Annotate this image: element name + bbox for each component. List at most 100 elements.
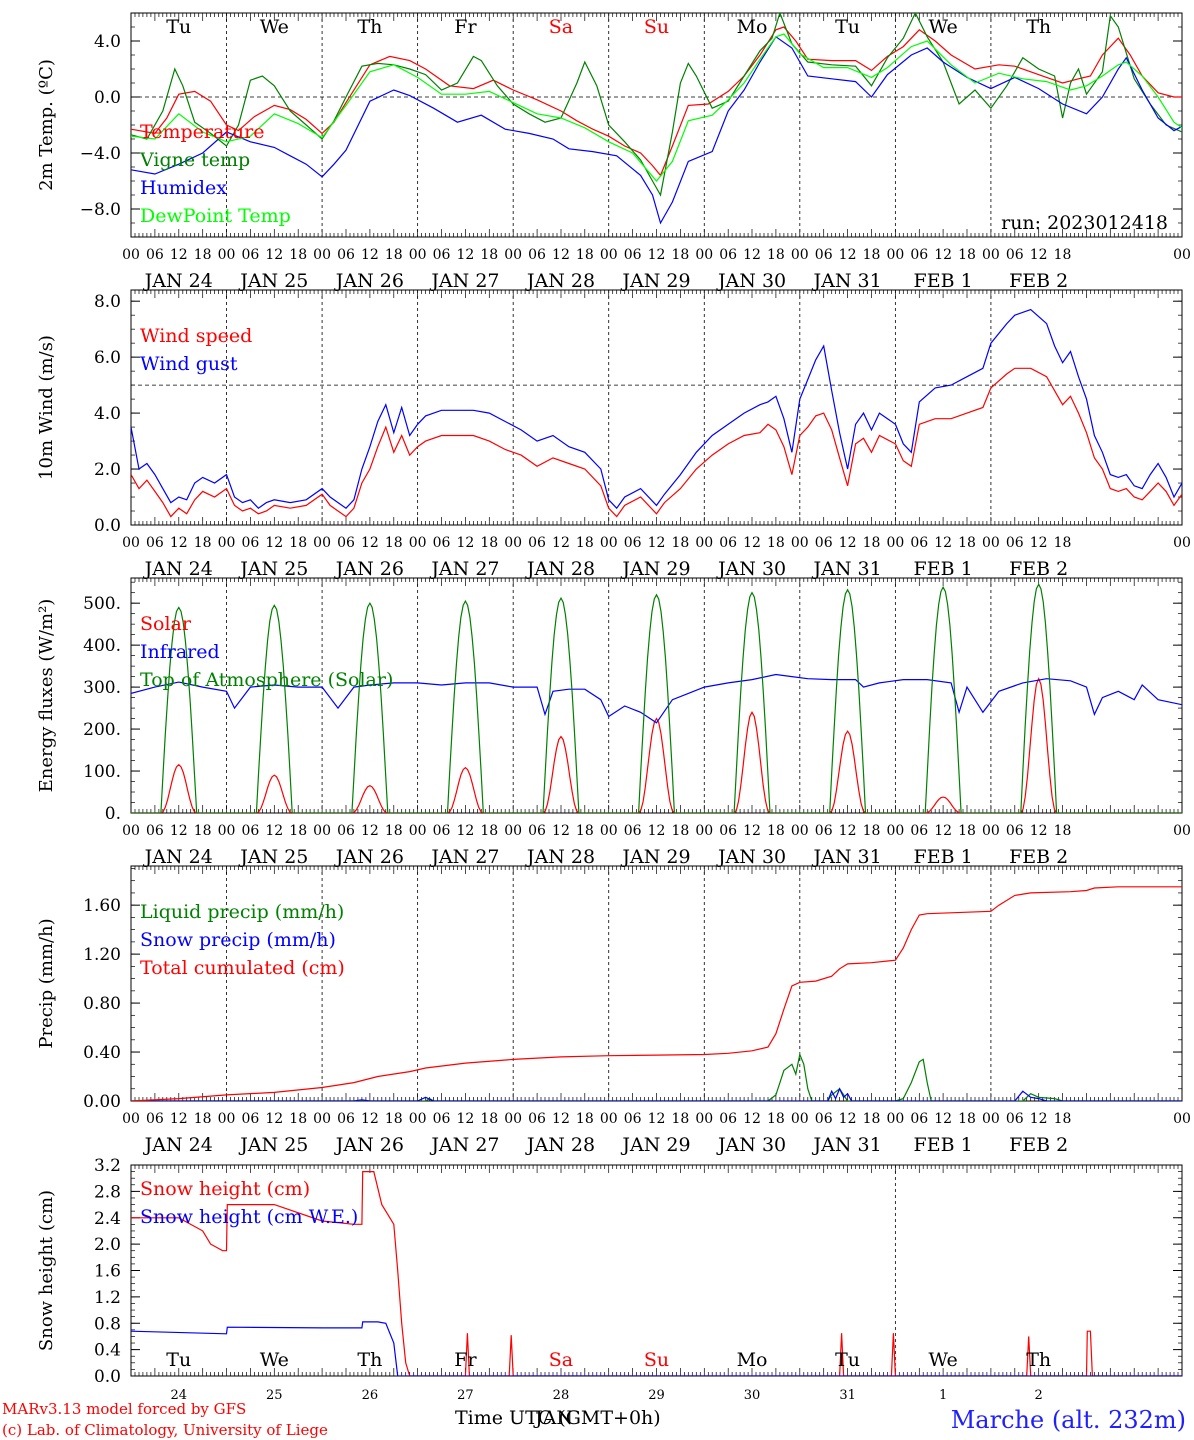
hour-tick-label: 06 — [1006, 823, 1024, 839]
hour-tick-label: 00 — [1173, 1111, 1191, 1127]
legend-entry: Wind speed — [140, 325, 252, 347]
date-label: JAN 29 — [620, 1134, 690, 1156]
y-tick-label: 2.4 — [94, 1209, 121, 1229]
hour-tick-label: 00 — [409, 1111, 427, 1127]
hour-tick-label: 00 — [791, 535, 809, 551]
legend-entry: Solar — [140, 613, 192, 635]
hour-tick-label: 18 — [671, 535, 689, 551]
hour-tick-label: 06 — [146, 1111, 164, 1127]
hour-tick-label: 18 — [1054, 823, 1072, 839]
weekday-label: Fr — [454, 16, 477, 38]
weekday-label: Tu — [166, 16, 191, 38]
date-label: JAN 28 — [525, 270, 595, 292]
day-number-label: 28 — [553, 1388, 570, 1403]
hour-tick-label: 12 — [456, 823, 474, 839]
hour-tick-label: 06 — [146, 535, 164, 551]
date-label: JAN 28 — [525, 846, 595, 868]
hour-tick-label: 00 — [409, 823, 427, 839]
date-label: JAN 25 — [238, 558, 308, 580]
hour-tick-label: 06 — [433, 535, 451, 551]
hour-tick-label: 00 — [791, 247, 809, 263]
y-tick-label: 0.00 — [83, 1092, 121, 1112]
y-tick-label: 300. — [83, 678, 121, 698]
date-label: JAN 28 — [525, 558, 595, 580]
y-tick-label: 1.60 — [83, 896, 121, 916]
hour-tick-label: 12 — [648, 1111, 666, 1127]
hour-tick-label: 00 — [982, 535, 1000, 551]
y-tick-label: 100. — [83, 762, 121, 782]
hour-tick-label: 06 — [528, 535, 546, 551]
date-label: JAN 27 — [429, 558, 499, 580]
day-number-label: 26 — [362, 1388, 379, 1403]
hour-tick-label: 00 — [122, 535, 140, 551]
hour-tick-label: 00 — [791, 823, 809, 839]
hour-tick-label: 06 — [719, 535, 737, 551]
panel-wind: 8.0 6.0 4.0 2.0 0.0 10m Wind (m/s) Wind speed W… — [36, 289, 1191, 580]
hour-tick-label: 12 — [743, 535, 761, 551]
hour-tick-label: 00 — [218, 247, 236, 263]
series-total-cumulated-cm- — [131, 886, 1182, 1101]
date-label: JAN 24 — [143, 846, 213, 868]
hour-tick-label: 00 — [122, 247, 140, 263]
hour-tick-label: 12 — [265, 247, 283, 263]
hour-tick-label: 12 — [1030, 1111, 1048, 1127]
legend-entry: Total cumulated (cm) — [140, 957, 345, 979]
date-label: JAN 24 — [143, 558, 213, 580]
date-label: JAN 31 — [811, 1134, 881, 1156]
date-label: JAN 25 — [238, 846, 308, 868]
panel-precip: 1.60 1.20 0.80 0.40 0.00 Precip (mm/h) Liquid … — [36, 865, 1191, 1156]
legend-entry: Liquid precip (mm/h) — [140, 901, 344, 923]
hour-tick-label: 12 — [361, 535, 379, 551]
hour-tick-label: 18 — [958, 247, 976, 263]
y-tick-label: 0.40 — [83, 1043, 121, 1063]
hour-tick-label: 00 — [218, 535, 236, 551]
date-label: JAN 29 — [620, 846, 690, 868]
hour-tick-label: 06 — [337, 247, 355, 263]
date-label: JAN 24 — [143, 270, 213, 292]
hour-tick-label: 12 — [648, 823, 666, 839]
legend-entry: Vigne temp — [139, 149, 250, 171]
hour-tick-label: 18 — [480, 1111, 498, 1127]
hour-tick-label: 12 — [552, 823, 570, 839]
legend-entry: Snow height (cm W.E.) — [140, 1206, 358, 1228]
date-label: FEB 2 — [1009, 1134, 1068, 1156]
series-wind-gust — [131, 308, 1182, 510]
hour-tick-label: 12 — [934, 247, 952, 263]
hour-tick-label: 18 — [958, 1111, 976, 1127]
date-label: JAN 29 — [620, 270, 690, 292]
run-label: run: 2023012418 — [1001, 212, 1168, 234]
hour-tick-label: 00 — [504, 823, 522, 839]
hour-tick-label: 18 — [1054, 1111, 1072, 1127]
day-number-label: 27 — [457, 1388, 474, 1403]
hour-tick-label: 06 — [242, 247, 260, 263]
weekday-label: Th — [357, 1349, 382, 1371]
hour-tick-label: 06 — [337, 823, 355, 839]
day-number-label: 1 — [939, 1388, 947, 1403]
hour-tick-label: 12 — [743, 823, 761, 839]
series-top-of-atmosphere-solar- — [131, 582, 1182, 813]
hour-tick-label: 06 — [337, 1111, 355, 1127]
date-label: JAN 27 — [429, 846, 499, 868]
lab-credit: (c) Lab. of Climatology, University of L… — [2, 1421, 328, 1439]
hour-tick-label: 18 — [767, 1111, 785, 1127]
hour-tick-label: 00 — [600, 247, 618, 263]
y-tick-label: 1.20 — [83, 945, 121, 965]
hour-tick-label: 06 — [242, 535, 260, 551]
date-label: JAN 30 — [716, 1134, 786, 1156]
series-dewpoint-temp — [131, 33, 1182, 182]
hour-tick-label: 06 — [719, 823, 737, 839]
hour-tick-label: 00 — [982, 247, 1000, 263]
series-vigne-temp — [131, 13, 1182, 197]
hour-tick-label: 12 — [743, 1111, 761, 1127]
x-ticks — [130, 866, 1183, 1101]
x-ticks — [130, 290, 1183, 525]
legend-entry: Temperature — [140, 121, 264, 143]
hour-tick-label: 06 — [433, 823, 451, 839]
hour-tick-label: 06 — [528, 247, 546, 263]
y-tick-label: 0. — [105, 804, 121, 824]
hour-tick-label: 18 — [767, 535, 785, 551]
hour-tick-label: 00 — [695, 535, 713, 551]
plot-area — [131, 13, 1182, 225]
weekday-label: Tu — [835, 1349, 860, 1371]
hour-tick-label: 12 — [265, 535, 283, 551]
